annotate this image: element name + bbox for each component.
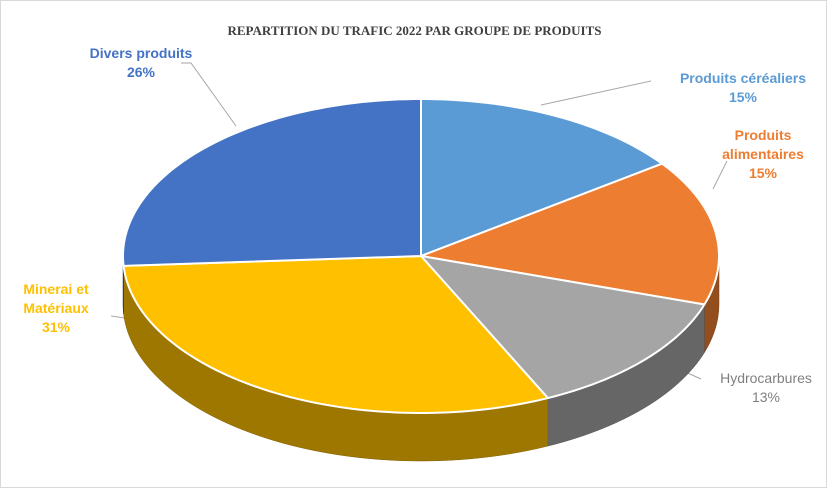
leader-line bbox=[712, 160, 728, 190]
category-label: Produits céréaliers bbox=[679, 70, 807, 86]
category-label: Hydrocarbures bbox=[720, 370, 812, 386]
slice bbox=[420, 255, 706, 400]
value-label: 26% bbox=[126, 64, 156, 80]
slice bbox=[420, 162, 720, 306]
data-label: Divers produits 26% bbox=[61, 44, 221, 82]
leader-line bbox=[181, 62, 237, 127]
data-label: Produits céréaliers 15% bbox=[663, 69, 823, 107]
leader-line bbox=[540, 80, 652, 106]
slice bbox=[122, 255, 549, 414]
value-label: 15% bbox=[748, 165, 778, 181]
data-label: Produits alimentaires 15% bbox=[716, 126, 811, 183]
category-label: Divers produits bbox=[89, 45, 193, 61]
data-label: Minerai et Matériaux 31% bbox=[9, 280, 104, 337]
category-label: Minerai et Matériaux bbox=[23, 281, 89, 316]
chart-title: REPARTITION DU TRAFIC 2022 PAR GROUPE DE… bbox=[227, 23, 602, 38]
category-label: Produits alimentaires bbox=[722, 127, 804, 162]
value-label: 31% bbox=[41, 319, 71, 335]
data-label: Hydrocarbures 13% bbox=[686, 369, 826, 407]
slice bbox=[420, 98, 664, 257]
value-label: 13% bbox=[751, 389, 781, 405]
value-label: 15% bbox=[728, 89, 758, 105]
slice bbox=[122, 98, 422, 267]
